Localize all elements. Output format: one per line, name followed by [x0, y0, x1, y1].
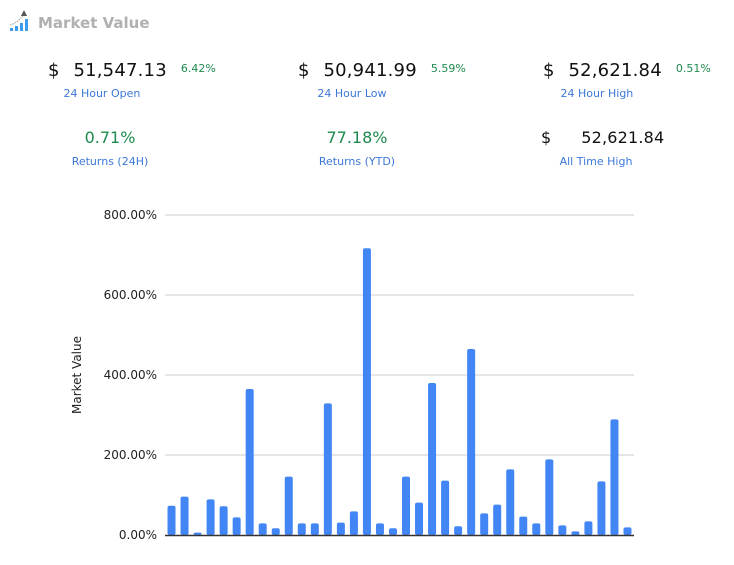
bar-18[interactable] — [388, 528, 397, 535]
y-axis-title: Market Value — [70, 336, 84, 414]
currency-symbol: $ — [298, 60, 310, 81]
stat-label: All Time High — [559, 155, 633, 168]
stat-label: Returns (YTD) — [318, 155, 396, 168]
bar-2[interactable] — [180, 496, 189, 535]
stat-change: 5.59% — [430, 62, 466, 75]
stat-24h-open: $ 51,547.13 6.42% 24 Hour Open — [48, 60, 216, 100]
bars — [167, 248, 632, 535]
bar-35[interactable] — [610, 419, 619, 535]
currency-symbol: $ — [543, 60, 555, 81]
stat-value: 51,547.13 — [73, 60, 167, 81]
bar-25[interactable] — [480, 513, 489, 535]
stat-label: 24 Hour Low — [317, 87, 387, 100]
bar-27[interactable] — [506, 469, 515, 535]
bar-12[interactable] — [310, 523, 319, 535]
stat-value: 0.71% — [84, 128, 136, 147]
stat-24h-low: $ 50,941.99 5.59% 24 Hour Low — [298, 60, 466, 100]
bar-24[interactable] — [467, 349, 476, 535]
bar-26[interactable] — [493, 504, 502, 535]
stat-value: 50,941.99 — [323, 60, 417, 81]
bar-6[interactable] — [232, 517, 241, 535]
bar-16[interactable] — [362, 248, 371, 535]
y-tick-label: 0.00% — [119, 528, 157, 542]
bar-3[interactable] — [193, 532, 202, 535]
bar-21[interactable] — [428, 383, 437, 535]
bar-19[interactable] — [402, 476, 411, 535]
bar-15[interactable] — [349, 511, 358, 535]
stat-returns-ytd: 77.18% Returns (YTD) — [307, 128, 407, 168]
header: Market Value — [8, 8, 150, 38]
y-tick-label: 400.00% — [104, 368, 157, 382]
stat-all-time-high: $ 52,621.84 All Time High — [541, 128, 671, 168]
y-tick-label: 200.00% — [104, 448, 157, 462]
gridlines — [165, 214, 634, 456]
stat-24h-high: $ 52,621.84 0.51% 24 Hour High — [543, 60, 711, 100]
bar-34[interactable] — [597, 481, 606, 535]
stat-label: 24 Hour High — [560, 87, 634, 100]
bar-22[interactable] — [441, 480, 450, 535]
bar-29[interactable] — [532, 523, 541, 535]
bar-chart: 0.00% 200.00% 400.00% 600.00% 800.00% Market… — [70, 208, 634, 542]
bar-36[interactable] — [623, 527, 632, 535]
bar-9[interactable] — [271, 528, 280, 535]
bar-32[interactable] — [571, 531, 580, 535]
currency-symbol: $ — [541, 128, 552, 147]
y-tick-label: 600.00% — [104, 288, 157, 302]
bar-chart-growth-icon — [9, 10, 28, 31]
y-tick-label: 800.00% — [104, 208, 157, 222]
stat-label: Returns (24H) — [71, 155, 149, 168]
stat-change: 6.42% — [180, 62, 216, 75]
bar-7[interactable] — [245, 389, 254, 535]
bar-1[interactable] — [167, 505, 176, 535]
stat-value: 52,621.84 — [581, 128, 665, 147]
bar-17[interactable] — [375, 523, 384, 535]
stat-returns-24h: 0.71% Returns (24H) — [60, 128, 160, 168]
bar-11[interactable] — [297, 523, 306, 535]
bar-10[interactable] — [284, 476, 293, 535]
bar-23[interactable] — [454, 526, 463, 535]
bar-33[interactable] — [584, 521, 593, 535]
y-tick-labels: 0.00% 200.00% 400.00% 600.00% 800.00% — [104, 208, 157, 542]
stat-change: 0.51% — [675, 62, 711, 75]
bar-4[interactable] — [206, 499, 215, 535]
bar-20[interactable] — [415, 502, 424, 535]
currency-symbol: $ — [48, 60, 60, 81]
bar-30[interactable] — [545, 459, 554, 535]
bar-31[interactable] — [558, 525, 567, 535]
bar-14[interactable] — [336, 522, 345, 535]
bar-5[interactable] — [219, 506, 228, 535]
stat-value: 77.18% — [326, 128, 388, 147]
stat-label: 24 Hour Open — [63, 87, 141, 100]
bar-8[interactable] — [258, 523, 267, 535]
stat-value: 52,621.84 — [568, 60, 662, 81]
bar-28[interactable] — [519, 516, 528, 535]
page-title: Market Value — [38, 14, 150, 32]
bar-13[interactable] — [323, 403, 332, 535]
